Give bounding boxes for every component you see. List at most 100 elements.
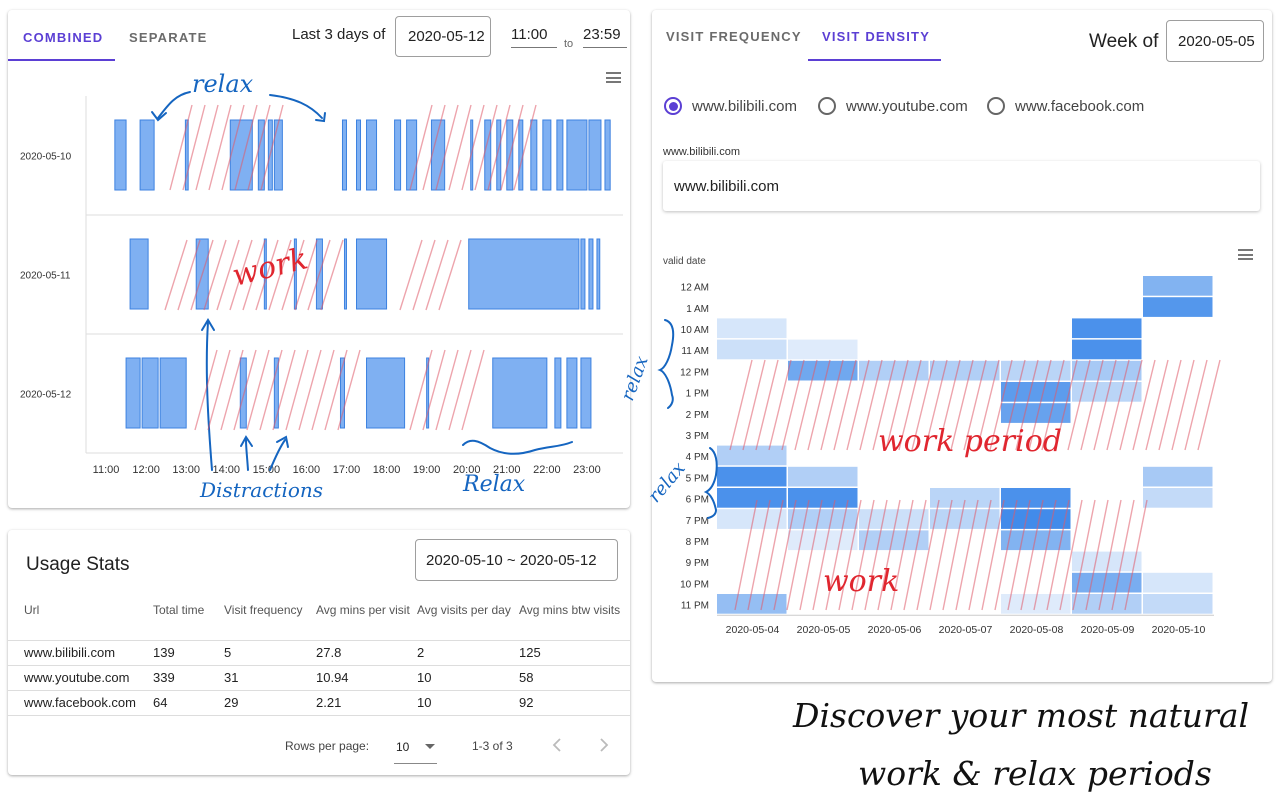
visit-block[interactable]	[184, 119, 189, 191]
date-input[interactable]: 2020-05-12	[395, 16, 491, 57]
col-header-avg-visits-per-day[interactable]: Avg visits per day	[417, 603, 511, 618]
radio-site-youtube[interactable]: www.youtube.com	[818, 97, 968, 115]
heatmap-cell[interactable]	[1143, 297, 1213, 317]
site-select-field[interactable]: www.bilibili.com	[663, 161, 1260, 211]
visit-block[interactable]	[394, 119, 402, 191]
visit-block[interactable]	[141, 357, 159, 429]
heatmap-cell[interactable]	[1072, 318, 1142, 339]
visit-block[interactable]	[406, 119, 418, 191]
heatmap-cell[interactable]	[1143, 572, 1213, 593]
radio-site-bilibili[interactable]: www.bilibili.com	[664, 97, 797, 115]
visit-block[interactable]	[343, 238, 347, 310]
visit-block[interactable]	[468, 238, 580, 310]
visit-block[interactable]	[566, 119, 588, 191]
heatmap-cell[interactable]	[1001, 360, 1071, 381]
heatmap-cell[interactable]	[788, 509, 858, 529]
heatmap-cell[interactable]	[1001, 382, 1071, 402]
heatmap-cell[interactable]	[1072, 572, 1142, 593]
visit-block[interactable]	[484, 119, 492, 191]
heatmap-cell[interactable]	[1072, 594, 1142, 614]
visit-block[interactable]	[229, 119, 253, 191]
heatmap-cell[interactable]	[859, 509, 929, 529]
rows-per-page-select[interactable]: 10	[394, 730, 437, 764]
visit-block[interactable]	[492, 357, 548, 429]
visit-block[interactable]	[341, 119, 347, 191]
visit-block[interactable]	[554, 357, 562, 429]
heatmap-cell[interactable]	[788, 466, 858, 487]
visit-block[interactable]	[588, 119, 602, 191]
heatmap-cell[interactable]	[788, 488, 858, 508]
time-to-input[interactable]: 23:59	[583, 26, 627, 48]
col-header-url[interactable]: Url	[24, 603, 40, 618]
heatmap-cell[interactable]	[1072, 339, 1142, 360]
visit-block[interactable]	[506, 119, 514, 191]
heatmap-cell[interactable]	[717, 339, 787, 360]
visit-block[interactable]	[273, 357, 279, 429]
hamburger-menu-icon[interactable]	[1238, 249, 1253, 260]
visit-block[interactable]	[273, 119, 283, 191]
heatmap-cell[interactable]	[1001, 594, 1071, 614]
heatmap-cell[interactable]	[930, 488, 1000, 508]
hamburger-menu-icon[interactable]	[606, 72, 621, 83]
visit-block[interactable]	[518, 119, 524, 191]
visit-block[interactable]	[604, 119, 611, 191]
heatmap-cell[interactable]	[788, 339, 858, 360]
week-input[interactable]: 2020-05-05	[1166, 20, 1264, 62]
visit-block[interactable]	[430, 119, 446, 191]
heatmap-cell[interactable]	[1143, 466, 1213, 487]
visit-block[interactable]	[139, 119, 155, 191]
tab-separate[interactable]: SEPARATE	[129, 30, 208, 45]
visit-block[interactable]	[566, 357, 578, 429]
tab-combined[interactable]: COMBINED	[23, 30, 104, 45]
visit-block[interactable]	[580, 357, 592, 429]
heatmap-cell[interactable]	[717, 466, 787, 487]
heatmap-cell[interactable]	[1001, 403, 1071, 423]
heatmap-cell[interactable]	[1001, 509, 1071, 529]
visit-block[interactable]	[470, 119, 474, 191]
visit-block[interactable]	[114, 119, 127, 191]
visit-block[interactable]	[239, 357, 247, 429]
visit-block[interactable]	[356, 238, 388, 310]
visit-block[interactable]	[267, 119, 273, 191]
heatmap-cell[interactable]	[1072, 551, 1142, 572]
tab-visit-density[interactable]: VISIT DENSITY	[822, 29, 931, 44]
chevron-right-icon[interactable]	[598, 738, 610, 752]
chevron-left-icon[interactable]	[551, 738, 563, 752]
heatmap-cell[interactable]	[717, 509, 787, 529]
heatmap-cell[interactable]	[717, 445, 787, 466]
heatmap-cell[interactable]	[717, 318, 787, 339]
visit-block[interactable]	[356, 119, 362, 191]
time-from-input[interactable]: 11:00	[511, 26, 557, 48]
col-header-total-time[interactable]: Total time	[153, 603, 205, 618]
visit-block[interactable]	[195, 238, 209, 310]
visit-block[interactable]	[159, 357, 187, 429]
visit-block[interactable]	[426, 357, 430, 429]
heatmap-cell[interactable]	[1001, 530, 1071, 551]
visit-block[interactable]	[339, 357, 345, 429]
heatmap-cell[interactable]	[930, 509, 1000, 529]
visit-block[interactable]	[315, 238, 323, 310]
visit-block[interactable]	[257, 119, 265, 191]
heatmap-cell[interactable]	[717, 488, 787, 508]
visit-block[interactable]	[366, 119, 378, 191]
col-header-avg-mins-per-visit[interactable]: Avg mins per visit	[316, 603, 410, 618]
heatmap-cell[interactable]	[1072, 360, 1142, 381]
heatmap-cell[interactable]	[788, 530, 858, 551]
heatmap-cell[interactable]	[788, 360, 858, 381]
visit-block[interactable]	[596, 238, 601, 310]
col-header-visit-frequency[interactable]: Visit frequency	[224, 603, 303, 618]
visit-block[interactable]	[588, 238, 594, 310]
visit-block[interactable]	[129, 238, 149, 310]
heatmap-cell[interactable]	[859, 530, 929, 551]
visit-block[interactable]	[542, 119, 552, 191]
radio-site-facebook[interactable]: www.facebook.com	[987, 97, 1144, 115]
visit-block[interactable]	[580, 238, 586, 310]
stats-range-input[interactable]: 2020-05-10 ~ 2020-05-12	[415, 539, 618, 581]
heatmap-cell[interactable]	[1143, 276, 1213, 296]
col-header-avg-mins-btw-visits[interactable]: Avg mins btw visits	[519, 603, 621, 618]
heatmap-cell[interactable]	[859, 360, 929, 381]
visit-block[interactable]	[530, 119, 538, 191]
heatmap-cell[interactable]	[1143, 594, 1213, 614]
heatmap-cell[interactable]	[1001, 488, 1071, 508]
heatmap-cell[interactable]	[1072, 382, 1142, 402]
